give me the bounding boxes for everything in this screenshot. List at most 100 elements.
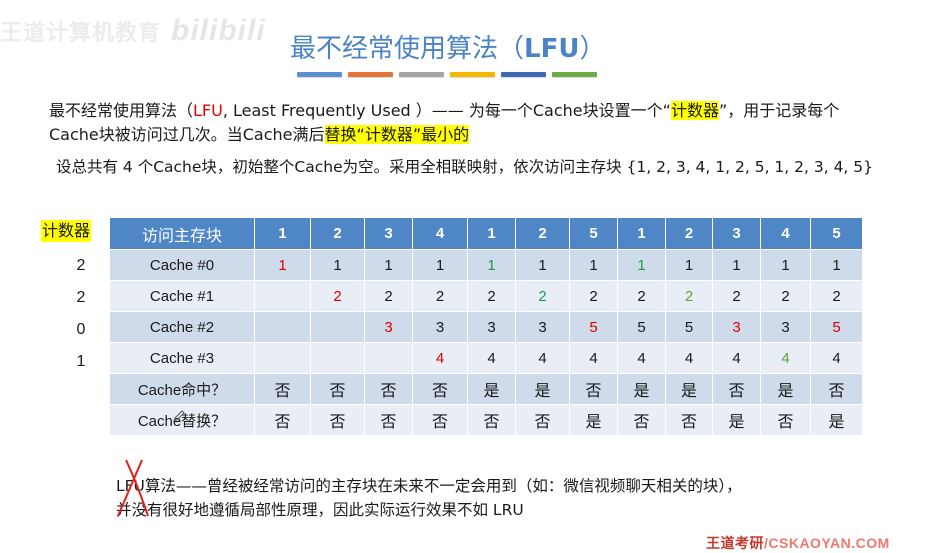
cache-cell: 2 xyxy=(617,280,666,312)
cache-cell: 3 xyxy=(515,311,570,343)
cache-cell: 4 xyxy=(665,342,713,374)
table-row-cache-1: Cache #1 2 2 2 2 2 2 2 2 2 2 2 xyxy=(109,280,863,312)
color-bar xyxy=(297,72,342,77)
cache-cell xyxy=(254,280,311,312)
table-row-hit: Cache命中？否否否否是是否是是否是否 xyxy=(109,373,863,405)
setup-paragraph: 设总共有 4 个Cache块，初始整个Cache为空。采用全相联映射，依次访问主… xyxy=(56,158,874,176)
highlight-replace-rule: 替换“计数器”最小的 xyxy=(324,125,470,144)
cache-cell: 1 xyxy=(310,249,365,281)
counter-value: 2 xyxy=(76,257,86,274)
cache-cell: 3 xyxy=(467,311,516,343)
access-block-cell: 1 xyxy=(617,217,666,250)
counter-value: 1 xyxy=(76,353,86,370)
cache-cell: 5 xyxy=(617,311,666,343)
access-block-cell: 3 xyxy=(364,217,413,250)
access-block-cell: 4 xyxy=(760,217,811,250)
replace-cell: 否 xyxy=(515,404,570,436)
hit-cell: 是 xyxy=(617,373,666,405)
cache-cell: 1 xyxy=(617,249,666,281)
title-cjk: 最不经常使用算法（ xyxy=(290,34,525,64)
row-label: Cache #2 xyxy=(109,311,255,343)
row-label: Cache #1 xyxy=(109,280,255,312)
cache-cell xyxy=(310,342,365,374)
hit-cell: 否 xyxy=(810,373,863,405)
hit-cell: 是 xyxy=(515,373,570,405)
cache-cell: 4 xyxy=(467,342,516,374)
cache-cell: 2 xyxy=(515,280,570,312)
cache-cell: 2 xyxy=(712,280,761,312)
cache-cell: 3 xyxy=(760,311,811,343)
table-row-cache-3: Cache #3 4 4 4 4 4 4 4 4 4 xyxy=(109,342,863,374)
cache-cell: 4 xyxy=(412,342,468,374)
access-block-cell: 5 xyxy=(569,217,618,250)
cache-cell: 2 xyxy=(810,280,863,312)
cache-cell: 2 xyxy=(412,280,468,312)
cache-cell: 2 xyxy=(665,280,713,312)
hit-cell: 否 xyxy=(254,373,311,405)
cache-cell: 3 xyxy=(412,311,468,343)
table-row-cache-2: Cache #2 3 3 3 3 5 5 5 3 3 5 xyxy=(109,311,863,343)
watermark-text: 王道计算机教育 xyxy=(0,20,162,45)
cache-cell: 1 xyxy=(412,249,468,281)
color-bar xyxy=(450,72,495,77)
bilibili-logo: bilibili xyxy=(171,14,266,47)
cache-cell: 3 xyxy=(364,311,413,343)
cache-cell: 2 xyxy=(467,280,516,312)
replace-cell: 否 xyxy=(665,404,713,436)
replace-cell: 否 xyxy=(617,404,666,436)
counter-header: 计数器 xyxy=(41,220,92,242)
decorative-color-bars xyxy=(297,72,597,77)
pencil-cursor-icon xyxy=(173,410,185,422)
row-label: Cache #0 xyxy=(109,249,255,281)
replace-cell: 否 xyxy=(760,404,811,436)
watermark-bottom: 王道考研/CSKAOYAN.COM xyxy=(706,533,890,553)
cache-cell: 1 xyxy=(569,249,618,281)
definition-text: ”，用于记录每个Cache块被访问过几次。当Cache满后 xyxy=(49,101,840,144)
cache-cell: 2 xyxy=(569,280,618,312)
cache-cell: 4 xyxy=(810,342,863,374)
color-bar xyxy=(501,72,546,77)
access-block-cell: 5 xyxy=(810,217,863,250)
cache-cell: 4 xyxy=(712,342,761,374)
replace-cell: 是 xyxy=(712,404,761,436)
header-label: 访问主存块 xyxy=(109,217,255,250)
page-title: 最不经常使用算法（LFU） xyxy=(290,28,605,65)
row-label: Cache命中？ xyxy=(109,373,255,405)
cache-cell xyxy=(254,342,311,374)
cache-cell xyxy=(310,311,365,343)
highlight-counter: 计数器 xyxy=(670,101,719,120)
watermark-bottom-latin: /CSKAOYAN.COM xyxy=(764,535,890,551)
hit-cell: 否 xyxy=(412,373,468,405)
access-block-cell: 1 xyxy=(467,217,516,250)
access-block-cell: 1 xyxy=(254,217,311,250)
color-bar xyxy=(552,72,597,77)
replace-cell: 否 xyxy=(412,404,468,436)
access-block-cell: 2 xyxy=(310,217,365,250)
replace-cell: 是 xyxy=(569,404,618,436)
cache-cell: 2 xyxy=(364,280,413,312)
red-cross-annotation-icon xyxy=(117,459,149,517)
conclusion-line-1: LFU算法——曾经被经常访问的主存块在未来不一定会用到（如：微信视频聊天相关的块… xyxy=(116,477,742,495)
replace-cell: 否 xyxy=(467,404,516,436)
replace-cell: 否 xyxy=(364,404,413,436)
hit-cell: 否 xyxy=(364,373,413,405)
hit-cell: 是 xyxy=(467,373,516,405)
title-abbr: LFU xyxy=(524,34,580,64)
hit-cell: 否 xyxy=(310,373,365,405)
color-bar xyxy=(399,72,444,77)
table-row-cache-0: Cache #0 1 1 1 1 1 1 1 1 1 1 1 1 xyxy=(109,249,863,281)
cache-cell: 1 xyxy=(665,249,713,281)
color-bar xyxy=(348,72,393,77)
cache-cell: 1 xyxy=(254,249,311,281)
definition-text: , Least Frequently Used ）—— 为每一个Cache块设置… xyxy=(222,101,671,120)
definition-paragraph: 最不经常使用算法（LFU, Least Frequently Used ）—— … xyxy=(49,99,879,147)
access-block-cell: 3 xyxy=(712,217,761,250)
replace-cell: 否 xyxy=(310,404,365,436)
definition-abbr: LFU xyxy=(193,101,223,120)
counter-value: 2 xyxy=(76,289,86,306)
cache-cell: 1 xyxy=(760,249,811,281)
definition-text: 最不经常使用算法（ xyxy=(49,101,194,120)
replace-cell: 是 xyxy=(810,404,863,436)
cache-cell xyxy=(254,311,311,343)
